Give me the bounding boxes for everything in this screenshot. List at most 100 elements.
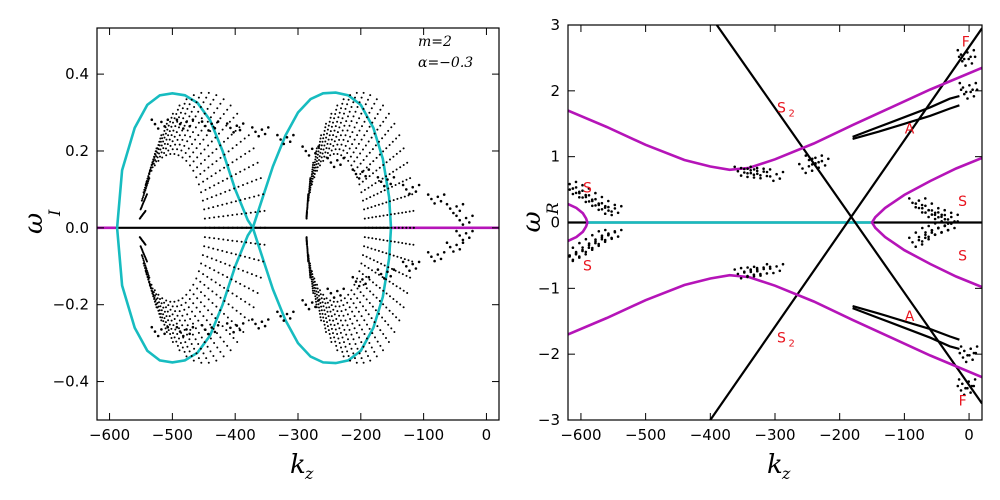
data-point: [964, 360, 968, 364]
data-point: [375, 296, 378, 299]
data-point: [398, 319, 401, 322]
data-point: [179, 111, 182, 114]
data-point: [326, 310, 329, 313]
data-point: [311, 164, 314, 166]
data-point: [326, 152, 329, 154]
data-point: [365, 197, 368, 200]
data-point: [219, 117, 222, 120]
data-point: [375, 156, 378, 159]
data-point: [360, 357, 363, 360]
data-point: [371, 332, 374, 335]
data-point: [370, 346, 373, 349]
data-point: [351, 143, 354, 146]
data-point: [820, 154, 824, 157]
data-point: [235, 158, 238, 161]
data-point: [307, 154, 311, 157]
data-point: [397, 226, 400, 229]
data-point: [752, 176, 756, 179]
data-point: [350, 106, 353, 108]
data-point: [154, 150, 157, 153]
data-point: [368, 327, 371, 330]
data-point: [308, 185, 311, 188]
data-point: [215, 305, 218, 308]
data-point: [314, 295, 317, 298]
data-point: [439, 257, 443, 261]
data-point: [235, 144, 238, 146]
data-point: [316, 166, 319, 169]
data-point: [961, 356, 965, 359]
data-point: [159, 316, 162, 319]
data-point: [353, 283, 356, 286]
data-point: [315, 290, 318, 293]
data-point: [213, 330, 217, 334]
data-point: [966, 354, 969, 357]
data-point: [143, 192, 146, 195]
data-point: [367, 236, 370, 239]
data-point: [154, 303, 157, 306]
data-point: [212, 247, 215, 250]
data-point: [216, 204, 219, 207]
data-point: [347, 293, 350, 296]
data-point: [367, 313, 370, 316]
data-point: [210, 122, 213, 126]
data-point: [183, 124, 186, 127]
data-point: [212, 327, 215, 330]
data-point: [190, 343, 193, 345]
series-line-8: [852, 95, 960, 138]
data-point: [160, 319, 163, 322]
data-point: [587, 187, 591, 190]
data-point: [362, 159, 365, 161]
data-point: [318, 144, 321, 146]
data-point: [351, 168, 355, 171]
data-point: [347, 98, 350, 101]
data-point: [743, 271, 746, 274]
data-point: [183, 102, 186, 105]
data-point: [401, 242, 404, 244]
data-point: [238, 128, 242, 132]
data-point: [385, 337, 387, 339]
data-point: [255, 274, 258, 277]
data-point: [301, 299, 304, 302]
data-point: [344, 345, 347, 348]
data-point: [325, 147, 328, 150]
data-point: [762, 267, 765, 271]
data-point: [368, 342, 371, 344]
data-point: [330, 125, 333, 128]
data-point: [376, 128, 379, 131]
series-line-11: [852, 305, 960, 341]
data-point: [382, 289, 385, 292]
data-point: [383, 264, 386, 267]
data-point: [246, 271, 249, 274]
data-point: [168, 130, 171, 133]
data-point: [181, 346, 184, 349]
data-point: [206, 120, 209, 123]
data-point: [412, 226, 415, 229]
data-point: [167, 149, 170, 152]
data-point: [600, 208, 604, 211]
data-point: [339, 134, 342, 137]
data-point: [197, 357, 200, 360]
data-point: [211, 302, 214, 304]
data-point: [604, 228, 607, 232]
annotation-sub: 2: [788, 108, 794, 119]
data-point: [368, 278, 371, 281]
data-point: [146, 271, 149, 274]
data-point: [176, 305, 179, 308]
data-point: [282, 142, 286, 146]
data-point: [147, 178, 150, 181]
data-point: [173, 336, 176, 339]
data-point: [242, 184, 244, 186]
data-point: [311, 285, 314, 288]
data-point: [920, 243, 924, 246]
data-point: [390, 126, 393, 129]
data-point: [406, 161, 409, 164]
data-point: [173, 135, 176, 138]
data-point: [363, 188, 366, 191]
data-point: [607, 199, 610, 203]
data-point: [339, 331, 342, 334]
data-point: [574, 180, 578, 184]
data-point: [200, 120, 204, 123]
data-point: [191, 325, 195, 329]
data-point: [232, 116, 235, 119]
data-point: [166, 310, 169, 313]
